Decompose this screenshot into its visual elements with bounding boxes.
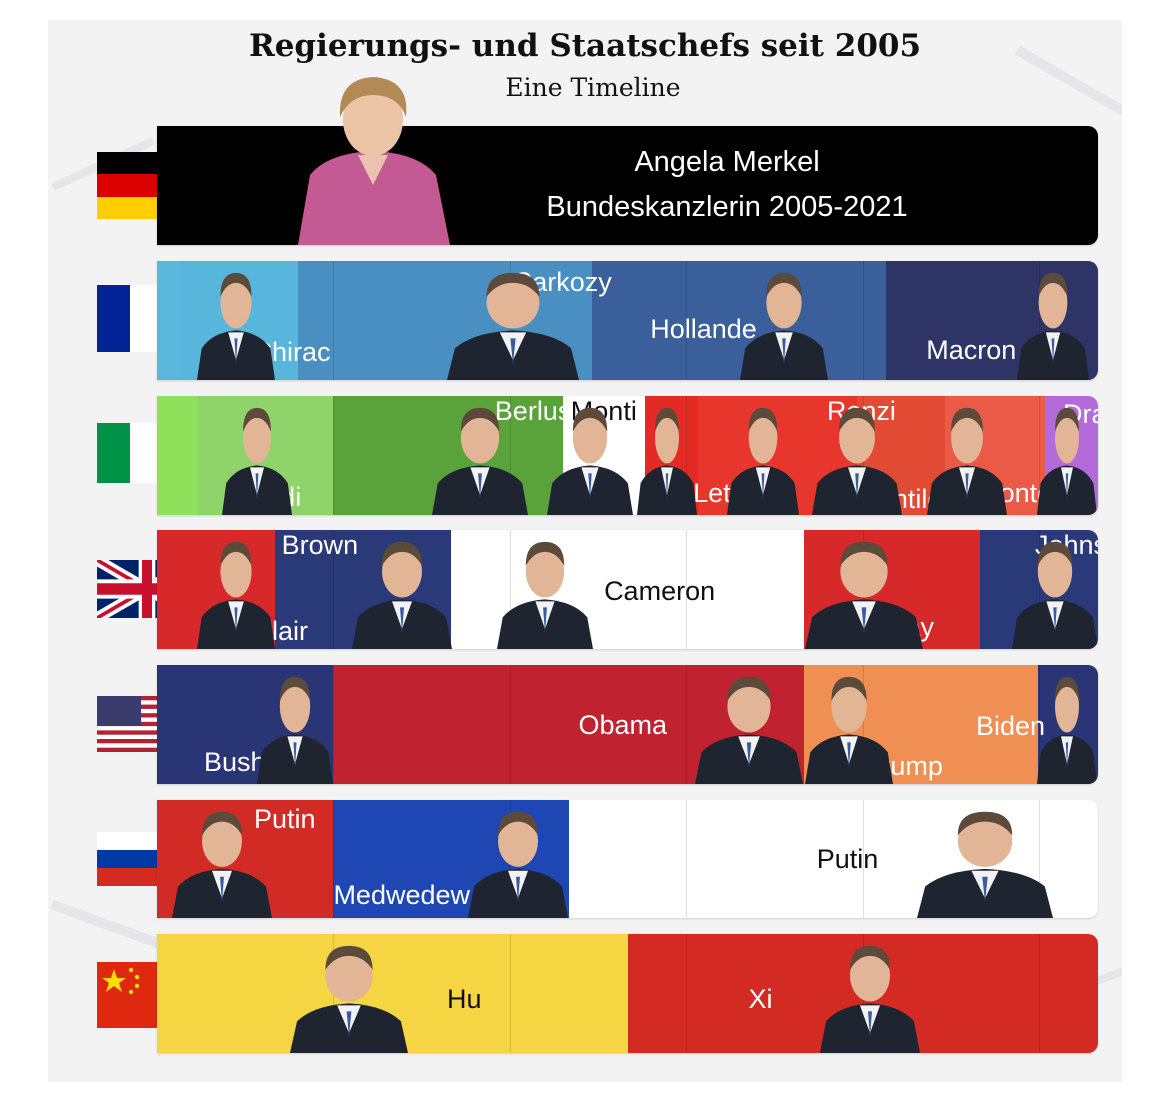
leader-portrait <box>447 272 579 380</box>
leader-portrait <box>432 407 528 515</box>
leader-portrait <box>352 541 452 649</box>
year-gridline <box>1039 261 1041 380</box>
year-gridline <box>686 126 688 245</box>
chart-title: Regierungs- und Staatschefs seit 2005 <box>248 28 922 64</box>
leader-portrait <box>740 272 828 380</box>
leader-portrait <box>497 541 593 649</box>
leader-portrait <box>820 945 920 1053</box>
year-gridline <box>686 665 688 784</box>
year-gridline <box>1039 126 1041 245</box>
leader-label: Putin <box>816 844 879 874</box>
year-gridline <box>1039 800 1041 918</box>
year-gridline <box>862 261 864 380</box>
year-gridline <box>686 934 688 1053</box>
row-usa: Bush Obama Trump Biden <box>157 665 1098 784</box>
year-gridline <box>509 396 511 515</box>
year-gridline <box>1039 665 1041 784</box>
row-china: Hu Xi <box>157 934 1098 1053</box>
year-gridline <box>686 396 688 515</box>
leader-label: Xi <box>748 984 773 1014</box>
row-russia: Putin Medwedew Putin <box>157 800 1098 918</box>
leader-label: Medwedew <box>333 880 471 910</box>
leader-label: Obama <box>578 710 667 740</box>
year-gridline <box>862 665 864 784</box>
year-gridline <box>333 396 335 515</box>
leader-label: Angela Merkel <box>634 146 820 178</box>
background-decoration <box>49 899 167 951</box>
year-gridline <box>686 530 688 649</box>
portrait-merkel <box>298 77 450 245</box>
year-gridline <box>862 800 864 918</box>
leader-portrait <box>172 811 272 918</box>
year-gridline <box>1039 530 1041 649</box>
leader-portrait <box>197 272 275 380</box>
leader-portrait <box>222 407 292 515</box>
leader-label: Hu <box>447 984 482 1014</box>
leader-label: Cameron <box>604 576 716 606</box>
year-gridline <box>333 665 335 784</box>
year-gridline <box>686 261 688 380</box>
leader-label: Putin <box>254 804 316 834</box>
leader-portrait <box>1017 272 1089 380</box>
chart-subtitle: Eine Timeline <box>505 73 681 102</box>
leader-label: Hollande <box>650 314 757 344</box>
leader-label: Biden <box>976 711 1046 741</box>
year-gridline <box>509 126 511 245</box>
leader-label: Bush <box>204 747 266 777</box>
leader-portrait <box>805 676 893 784</box>
row-italy: ProdiBerlusconiMontiLettaRenziGentiloniC… <box>157 396 1098 515</box>
leader-portrait <box>468 811 568 918</box>
year-gridline <box>509 665 511 784</box>
leader-sublabel: Bundeskanzlerin 2005-2021 <box>546 191 908 223</box>
leader-portrait <box>1037 407 1097 515</box>
leader-bar <box>157 396 199 515</box>
leader-portrait <box>805 541 923 649</box>
leader-portrait <box>727 407 799 515</box>
year-gridline <box>686 800 688 918</box>
leader-portrait <box>1037 676 1097 784</box>
year-gridline <box>862 126 864 245</box>
leader-portrait <box>257 676 333 784</box>
year-gridline <box>333 800 335 918</box>
leader-portrait <box>927 407 1007 515</box>
year-gridline <box>1039 934 1041 1053</box>
year-gridline <box>333 261 335 380</box>
year-gridline <box>333 530 335 649</box>
leader-portrait <box>1012 541 1098 649</box>
row-france: Chirac Sarkozy Hollande Macron <box>157 261 1098 380</box>
leader-bar <box>157 261 181 380</box>
leader-portrait <box>197 541 275 649</box>
leader-portrait <box>812 407 902 515</box>
year-gridline <box>509 530 511 649</box>
row-uk: BlairBrownCameronMayJohnson <box>157 530 1098 649</box>
leader-label: Brown <box>281 530 359 560</box>
leader-portrait <box>547 407 633 515</box>
leader-bar <box>592 261 887 380</box>
leader-portrait <box>290 945 408 1053</box>
year-gridline <box>509 934 511 1053</box>
leader-portrait <box>917 811 1053 918</box>
leader-portrait <box>695 676 803 784</box>
leader-portrait <box>637 407 697 515</box>
year-gridline <box>1039 396 1041 515</box>
leader-label: Macron <box>926 335 1017 365</box>
